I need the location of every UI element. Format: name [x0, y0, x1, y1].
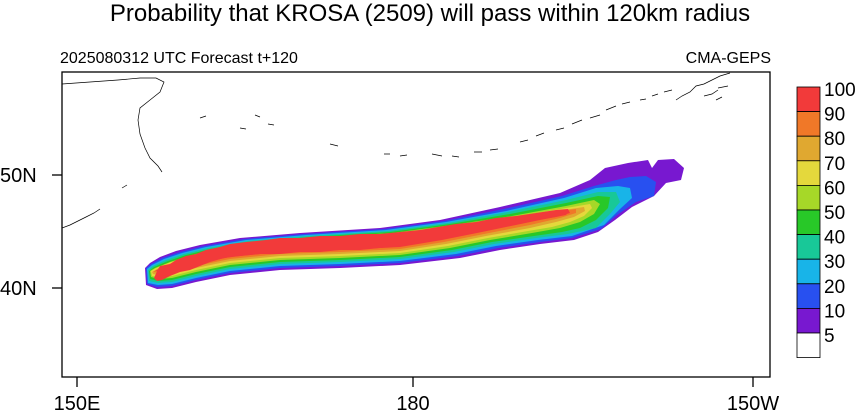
- legend-label-60: 60: [824, 178, 845, 199]
- model-name-label: CMA-GEPS: [685, 50, 771, 67]
- coastline-alaska: [675, 72, 731, 101]
- lat-ticks: [52, 174, 62, 289]
- legend-swatch-30: [796, 258, 821, 285]
- coastline-kamchatka: [62, 77, 165, 173]
- legend-swatch-80: [796, 135, 821, 162]
- lon-label-150e: 150E: [54, 393, 101, 414]
- lon-ticks: [76, 377, 754, 387]
- legend-swatch-50: [796, 209, 821, 236]
- legend-label-80: 80: [824, 129, 845, 150]
- probability-swath: [145, 159, 684, 289]
- lon-label-180: 180: [396, 393, 429, 414]
- legend-label-20: 20: [824, 277, 845, 298]
- legend-swatch-5: [796, 332, 821, 359]
- lon-label-150w: 150W: [727, 393, 779, 414]
- legend-label-5: 5: [824, 326, 835, 347]
- legend-swatch-40: [796, 234, 821, 260]
- color-bar-legend: 100 90 80 70 60 50 40 30 20 10 5: [796, 80, 856, 359]
- legend-swatch-60: [796, 184, 821, 211]
- probability-band-core: [154, 209, 570, 281]
- coastlines: [62, 72, 731, 229]
- legend-swatch-70: [796, 160, 821, 186]
- coastline-kuril: [62, 208, 101, 229]
- coastline-islands-west: [121, 114, 460, 189]
- legend-swatch-20: [796, 283, 821, 309]
- plot-frame: [61, 71, 771, 378]
- legend-label-10: 10: [824, 301, 845, 322]
- legend-label-30: 30: [824, 252, 845, 273]
- forecast-time-label: 2025080312 UTC Forecast t+120: [60, 50, 298, 67]
- legend-label-50: 50: [824, 203, 845, 224]
- legend-label-100: 100: [824, 80, 856, 101]
- legend-swatch-100: [796, 86, 821, 113]
- legend-label-90: 90: [824, 105, 845, 126]
- legend-label-70: 70: [824, 154, 845, 175]
- lat-label-50n: 50N: [0, 165, 37, 187]
- legend-swatch-10: [796, 307, 821, 334]
- map-title: Probability that KROSA (2509) will pass …: [109, 0, 751, 27]
- coastline-aleutians: [474, 89, 673, 153]
- lat-label-40n: 40N: [0, 278, 37, 300]
- legend-label-40: 40: [824, 228, 845, 249]
- legend-swatch-90: [796, 111, 821, 137]
